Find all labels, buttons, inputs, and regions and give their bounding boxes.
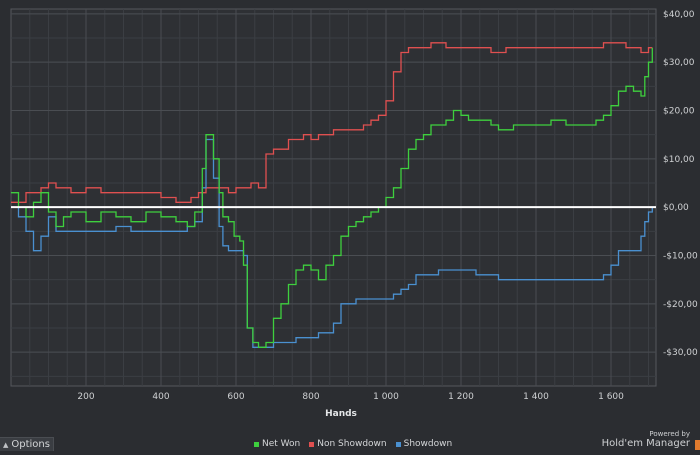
y-tick-label: $40,00: [663, 10, 695, 20]
brand-name: Hold'em Manager: [601, 438, 690, 449]
y-tick-label: $0,00: [663, 203, 689, 213]
legend-swatch-net-won: [254, 441, 259, 447]
options-label: Options: [11, 439, 50, 450]
y-tick-label: -$20,00: [663, 300, 698, 310]
x-tick-label: 1 400: [523, 392, 549, 402]
x-tick-label: 1 600: [598, 392, 624, 402]
x-tick-label: 1 200: [448, 392, 474, 402]
x-axis-title: Hands: [325, 409, 357, 419]
caret-up-icon: ▲: [3, 441, 9, 449]
y-tick-label: -$30,00: [663, 348, 698, 358]
powered-by-label: Powered by: [649, 430, 690, 438]
options-button[interactable]: ▲ Options: [0, 437, 54, 451]
x-tick-label: 800: [302, 392, 319, 402]
legend-item-net-won[interactable]: Net Won: [254, 438, 300, 450]
legend-label-showdown: Showdown: [403, 439, 453, 449]
legend-item-non-showdown[interactable]: Non Showdown: [309, 438, 387, 450]
powered-by: Powered by Hold'em Manager: [602, 430, 690, 450]
y-tick-label: $30,00: [663, 58, 695, 68]
legend-item-showdown[interactable]: Showdown: [395, 438, 453, 450]
legend-swatch-showdown: [395, 441, 401, 447]
legend-label-net-won: Net Won: [262, 439, 301, 449]
y-tick-label: $20,00: [663, 107, 695, 117]
y-tick-label: -$10,00: [663, 252, 698, 262]
holdem-manager-logo-icon: [695, 440, 700, 450]
x-tick-label: 400: [152, 392, 169, 402]
series-showdown: [11, 138, 653, 348]
series-net-won: [11, 47, 653, 348]
x-tick-label: 600: [227, 392, 244, 402]
series-non-showdown: [11, 42, 653, 203]
x-tick-label: 1 000: [373, 392, 399, 402]
legend-label-non-showdown: Non Showdown: [317, 439, 387, 449]
chart-legend: Net Won Non Showdown Showdown: [254, 438, 452, 450]
x-tick-label: 200: [77, 392, 94, 402]
legend-swatch-non-showdown: [309, 441, 315, 447]
y-tick-label: $10,00: [663, 155, 695, 165]
